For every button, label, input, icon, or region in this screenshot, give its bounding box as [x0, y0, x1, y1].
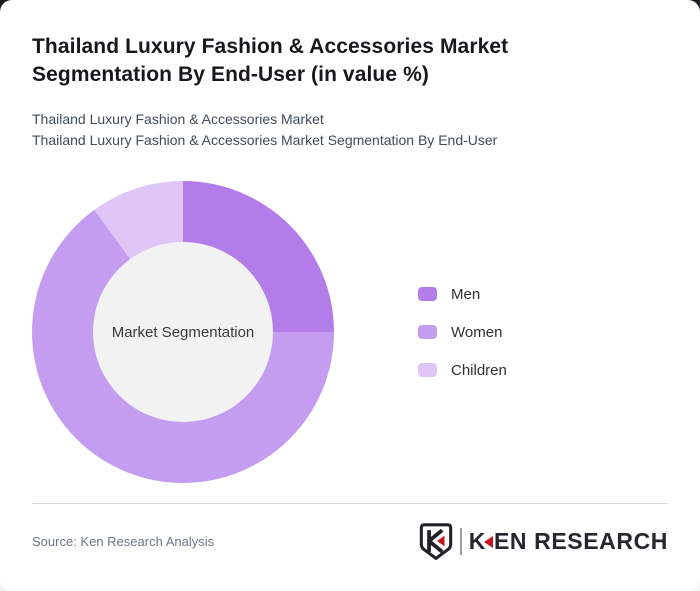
footer: Source: Ken Research Analysis K EN RESEAR… [0, 522, 700, 561]
chart-subtitles: Thailand Luxury Fashion & Accessories Ma… [32, 109, 668, 151]
legend-label: Children [451, 361, 507, 379]
legend-swatch-women [418, 325, 437, 340]
legend-swatch-children [418, 363, 437, 378]
footer-divider [32, 503, 668, 505]
legend-label: Men [451, 285, 481, 303]
red-triangle-icon [483, 536, 493, 549]
ken-research-logo: K EN RESEARCH [419, 522, 668, 561]
ken-research-shield-icon [419, 523, 452, 561]
source-text: Source: Ken Research Analysis [32, 533, 215, 549]
legend-swatch-men [418, 287, 437, 302]
logo-divider-bar [459, 527, 462, 555]
chart-title: Thailand Luxury Fashion & Accessories Ma… [32, 35, 509, 87]
subtitle-line-2: Thailand Luxury Fashion & Accessories Ma… [32, 132, 498, 149]
legend-label: Women [451, 323, 503, 341]
wordmark-rest: EN RESEARCH [493, 527, 668, 554]
chart-legend: Men Women Children [418, 286, 507, 379]
legend-item-children: Children [418, 362, 507, 379]
ken-research-wordmark: K EN RESEARCH [469, 528, 668, 555]
donut-center-label: Market Segmentation [111, 323, 255, 341]
legend-item-women: Women [418, 324, 507, 341]
subtitle-line-1: Thailand Luxury Fashion & Accessories Ma… [32, 111, 324, 128]
donut-hole: Market Segmentation [93, 242, 273, 423]
donut-chart: Market Segmentation [32, 181, 334, 484]
wordmark-k: K [468, 527, 486, 554]
legend-item-men: Men [418, 286, 507, 303]
